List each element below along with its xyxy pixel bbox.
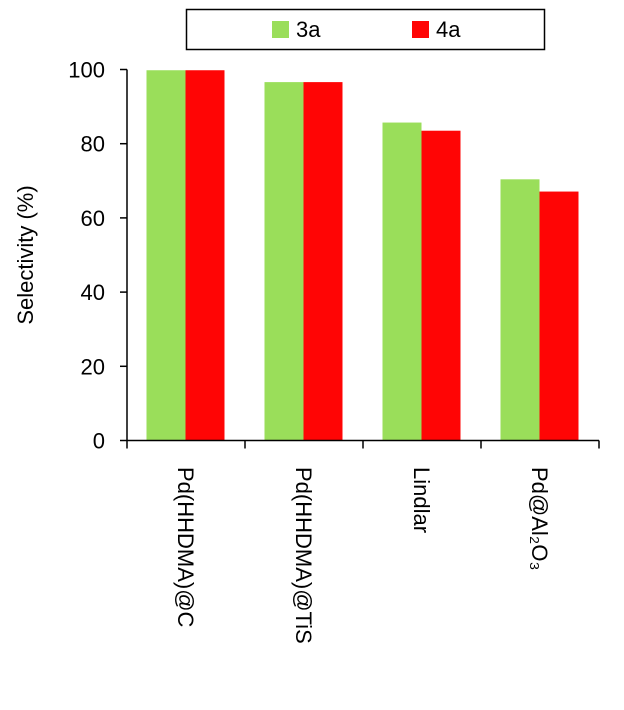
bar-4a-1: [185, 70, 225, 441]
bar-3a-3: [382, 122, 422, 441]
y-tick-label: 0: [93, 429, 105, 454]
bar-4a-4: [539, 191, 579, 441]
legend-swatch-4a: [412, 21, 429, 38]
y-tick-label: 40: [81, 280, 105, 305]
y-tick-label: 80: [81, 132, 105, 157]
bar-4a-2: [303, 82, 343, 441]
x-tick-label: Pd(HHDMA)@C: [173, 467, 198, 628]
legend-label-3a: 3a: [296, 17, 321, 42]
legend: 3a 4a: [185, 8, 546, 51]
bar-3a-1: [146, 70, 186, 441]
y-tick-label: 60: [81, 206, 105, 231]
bar-3a-2: [264, 82, 304, 441]
legend-swatch-3a: [272, 21, 289, 38]
x-tick-label: Pd@Al₂O₃: [527, 467, 552, 570]
bar-3a-4: [500, 179, 540, 441]
y-tick-label: 100: [68, 58, 105, 83]
legend-box: [185, 8, 546, 51]
bar-4a-3: [421, 130, 461, 441]
y-tick-label: 20: [81, 354, 105, 379]
x-tick-label: Lindlar: [409, 467, 434, 533]
legend-label-4a: 4a: [436, 17, 461, 42]
y-axis-label: Selectivity (%): [13, 185, 38, 324]
x-tick-label: Pd(HHDMA)@TiS: [291, 467, 316, 644]
